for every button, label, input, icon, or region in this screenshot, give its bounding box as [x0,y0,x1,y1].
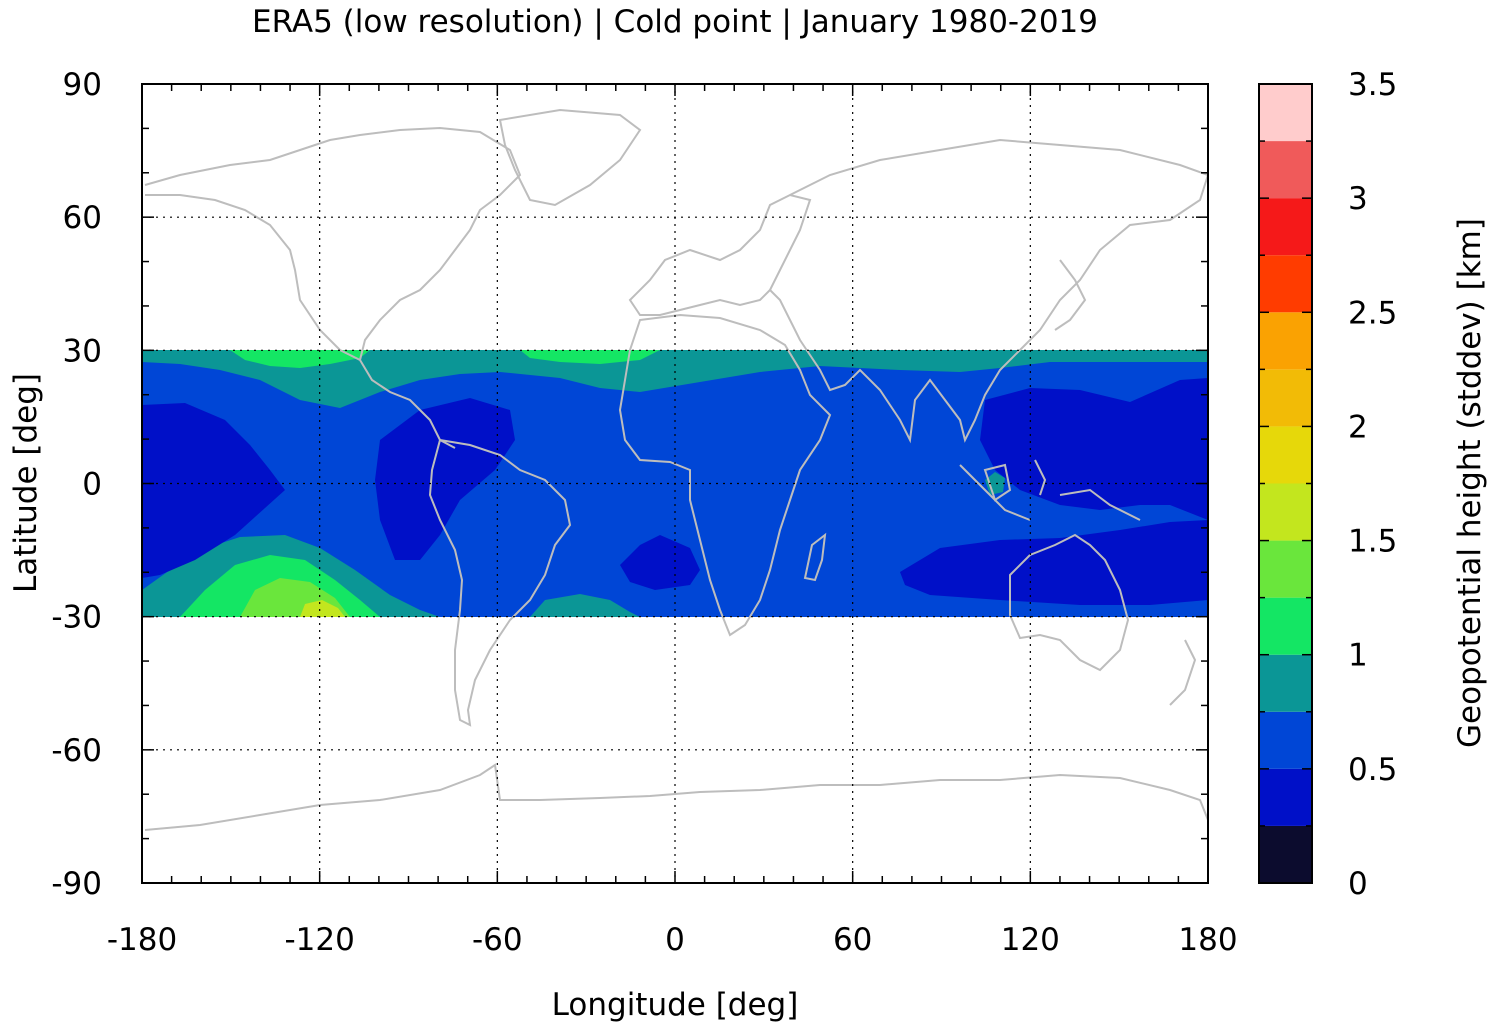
coast-greenland [498,108,642,207]
y-tick-label: 0 [82,467,102,503]
y-axis-label: Latitude [deg] [8,373,44,593]
coastlines [144,108,1208,831]
colorbar-swatch [1259,198,1312,256]
x-tick-label: -180 [107,922,177,958]
y-tick-label: 30 [63,333,102,369]
colorbar-tick-label: 2 [1348,409,1368,445]
colorbar-swatch [1259,84,1312,142]
colorbar-swatch [1259,540,1312,598]
y-tick-labels: 90 60 30 0 -30 -60 -90 [51,67,102,902]
field-min-south-indian [900,520,1208,605]
colorbar-swatch [1259,255,1312,313]
field-lime-south [300,600,345,617]
colorbar-tick-label: 0.5 [1348,752,1397,788]
colorbar-tick-labels: 0 0.5 1 1.5 2 2.5 3 3.5 [1348,67,1397,902]
coast-australia [1009,533,1130,672]
y-tick-label: -90 [51,866,102,902]
field-min-east-pacific [375,398,515,560]
colorbar-swatch [1259,711,1312,769]
coast-europe [628,193,812,316]
x-tick-label: 180 [1178,922,1237,958]
colorbar-swatch [1259,141,1312,199]
x-tick-label: -60 [472,922,523,958]
y-tick-label: -60 [51,733,102,769]
colorbar-label: Geopotential height (stddev) [km] [1452,218,1488,748]
grid [142,84,1208,883]
coast-japan [1054,259,1087,331]
coast-south-america [428,438,572,727]
coast-north-america [144,126,522,449]
x-axis-label: Longitude [deg] [552,987,799,1023]
coast-africa [618,313,832,637]
colorbar-swatch [1259,597,1312,655]
colorbar-tick-label: 3 [1348,181,1368,217]
field-min-indian-ocean [620,535,700,590]
field-teal-borneo [985,472,1005,495]
chart-title: ERA5 (low resolution) | Cold point | Jan… [252,4,1098,40]
colorbar-swatch [1259,768,1312,826]
y-tick-label: 60 [63,200,102,236]
colorbar-tick-label: 1 [1348,638,1368,674]
colorbar-tick-label: 0 [1348,866,1368,902]
colorbar-tick-label: 2.5 [1348,295,1397,331]
colorbar-swatch [1259,825,1312,883]
field-min-west-pacific [980,378,1208,520]
colorbar-swatch [1259,369,1312,427]
y-tick-label: 90 [63,67,102,103]
colorbar-ticks [1259,83,1312,884]
field-green-north-1 [230,350,370,368]
coast-antarctica [144,763,1208,831]
x-tick-label: 0 [665,922,685,958]
field-green-north-2 [520,350,660,364]
colorbar-swatch [1259,312,1312,370]
x-tick-label: 120 [1001,922,1060,958]
coast-maritime-continent [959,459,1141,521]
colorbar-swatch [1259,483,1312,541]
colorbar-swatch [1259,654,1312,712]
coast-asia [769,138,1208,444]
x-tick-label: -120 [284,922,354,958]
coast-new-zealand [1169,639,1197,706]
colorbar [1259,84,1312,883]
coast-madagascar [803,532,827,582]
colorbar-tick-label: 3.5 [1348,67,1397,103]
field-min-central-pacific [142,403,285,578]
colorbar-swatch [1259,426,1312,484]
x-tick-label: 60 [833,922,872,958]
y-tick-label: -30 [51,600,102,636]
axis-ticks [141,83,1209,884]
field-teal-south-2 [530,594,640,617]
x-tick-labels: -180 -120 -60 0 60 120 180 [107,922,1238,958]
colorbar-tick-label: 1.5 [1348,524,1397,560]
